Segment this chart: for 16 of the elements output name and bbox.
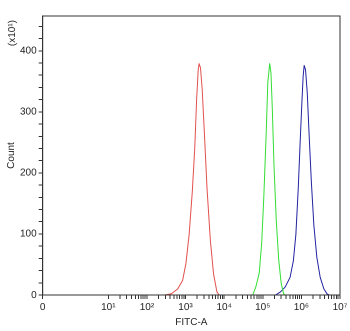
- x-tick-label: 10¹: [101, 302, 116, 313]
- x-axis-title: FITC-A: [175, 316, 208, 328]
- x-tick-label: 10²: [140, 302, 155, 313]
- y-tick-label: 100: [20, 228, 38, 240]
- x-tick-label: 10⁴: [216, 302, 232, 313]
- x-tick-label: 10⁶: [294, 302, 310, 313]
- x-tick-label: 10⁷: [332, 302, 348, 313]
- y-axis-title: Count: [6, 142, 17, 169]
- y-tick-label: 400: [20, 46, 38, 57]
- x-tick-label: 10³: [178, 302, 194, 313]
- y-tick-label: 200: [20, 168, 38, 179]
- y-tick-label: 300: [20, 106, 38, 118]
- x-tick-label: 0: [40, 302, 46, 313]
- x-tick-label: 10⁵: [255, 302, 270, 313]
- y-tick-label: 0: [31, 290, 38, 301]
- text: (x10¹): [6, 20, 18, 46]
